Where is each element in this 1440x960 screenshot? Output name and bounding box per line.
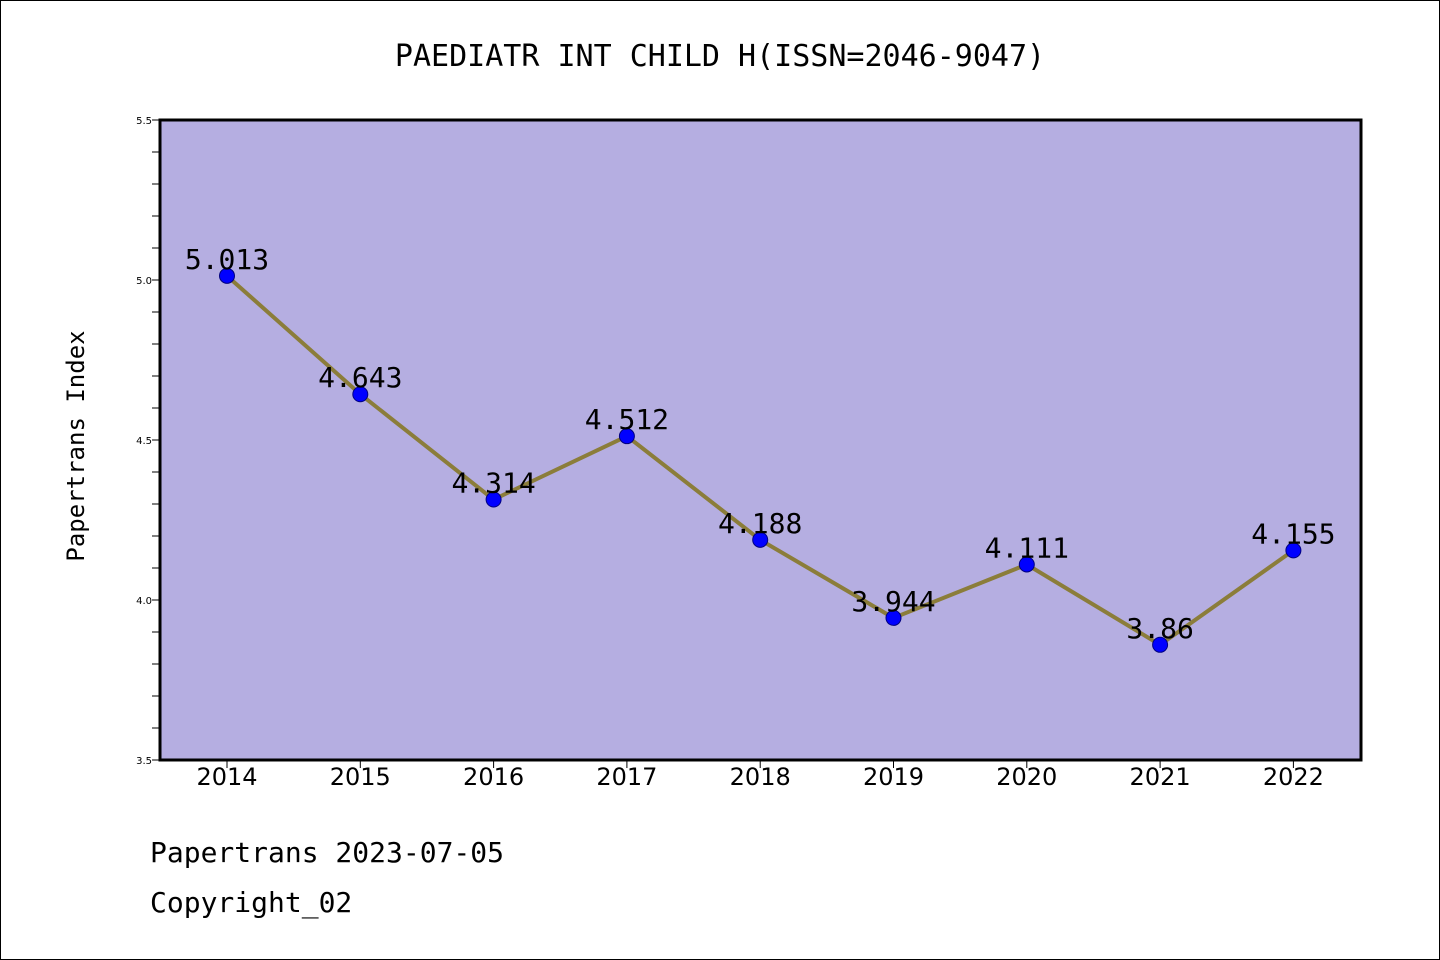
x-tick-label: 2015 (330, 763, 391, 791)
data-point (618, 428, 635, 445)
data-label: 5.013 (185, 243, 269, 276)
y-tick-label: 4.0 (136, 596, 152, 607)
chart-title: PAEDIATR INT CHILD H(ISSN=2046-9047) (395, 39, 1045, 74)
axes-layer: 3.5 4.0 4.5 5.0 5.5 2014 2015 2016 2017 2018 2019 2… (136, 116, 1324, 791)
x-tick-label: 2018 (730, 763, 791, 791)
data-label: 4.314 (451, 467, 535, 500)
data-point (219, 267, 235, 284)
data-point (485, 491, 502, 508)
data-point (1152, 636, 1169, 653)
data-point (752, 531, 769, 548)
data-label: 4.643 (318, 361, 402, 394)
data-point (1285, 542, 1302, 559)
x-tick-label: 2022 (1263, 763, 1324, 791)
data-label: 4.512 (585, 403, 669, 436)
x-tick-label: 2016 (463, 763, 524, 791)
footer-date: Papertrans 2023-07-05 (150, 836, 505, 869)
x-tick-label: 2017 (596, 763, 657, 791)
y-tick-label: 5.0 (136, 276, 152, 287)
data-label: 3.944 (851, 585, 935, 618)
y-tick-label: 5.5 (136, 116, 152, 127)
data-label: 4.155 (1251, 517, 1335, 550)
data-label: 4.111 (985, 531, 1069, 564)
x-tick-label: 2014 (196, 763, 257, 791)
series-layer: 5.013 4.643 4.314 4.512 4.188 3.944 4.111 3.86 4… (185, 243, 1336, 653)
x-tick-label: 2019 (863, 763, 924, 791)
data-point (885, 609, 902, 626)
x-tick-label: 2020 (996, 763, 1057, 791)
footer-copyright: Copyright_02 (150, 886, 353, 919)
y-tick-label: 3.5 (136, 756, 152, 767)
data-label: 4.188 (718, 507, 802, 540)
plot-area (160, 120, 1361, 760)
y-tick-label: 4.5 (136, 436, 152, 447)
plot-border (158, 118, 1363, 762)
data-label: 3.86 (1126, 612, 1193, 645)
y-axis-label: Papertrans Index (62, 330, 90, 561)
x-tick-label: 2021 (1130, 763, 1191, 791)
data-point (352, 386, 369, 403)
data-point (1018, 556, 1035, 573)
